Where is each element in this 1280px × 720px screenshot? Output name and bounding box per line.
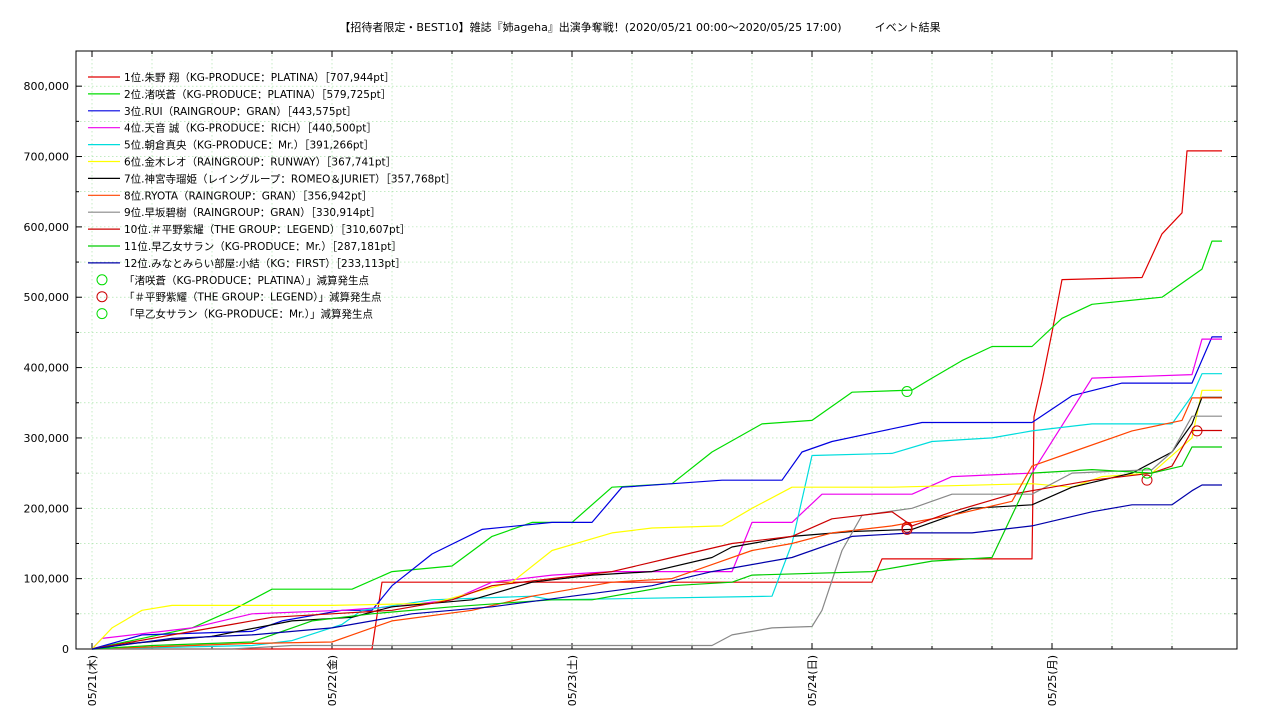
series-line-9 bbox=[92, 415, 1222, 650]
series-line-12 bbox=[91, 484, 1222, 650]
x-tick-label: 05/25(月) bbox=[1046, 655, 1059, 706]
y-tick-label: 0 bbox=[62, 643, 69, 656]
plot-frame bbox=[75, 50, 1238, 650]
legend-label: 2位.渚咲蒼（KG-PRODUCE：PLATINA）［579,725pt］ bbox=[124, 88, 391, 101]
legend-label: 11位.早乙女サラン（KG-PRODUCE：Mr.）［287,181pt］ bbox=[124, 240, 402, 253]
series-line-2 bbox=[91, 240, 1222, 650]
series-line-8 bbox=[91, 397, 1222, 650]
legend-label: 4位.天音 誠（KG-PRODUCE：RICH）［440,500pt］ bbox=[124, 122, 377, 135]
y-tick-label: 800,000 bbox=[24, 80, 70, 93]
legend-marker bbox=[96, 274, 108, 286]
y-tick-label: 500,000 bbox=[24, 291, 70, 304]
y-tick-label: 700,000 bbox=[24, 151, 70, 164]
legend-label: 9位.早坂碧樹（RAINGROUP：GRAN）［330,914pt］ bbox=[124, 206, 381, 219]
legend-marker bbox=[96, 308, 108, 320]
chart-title: 【招待者限定・BEST10】雑誌『姉ageha』出演争奪戦！(2020/05/2… bbox=[339, 21, 941, 34]
y-tick-label: 400,000 bbox=[24, 362, 70, 375]
series-line-4 bbox=[91, 338, 1222, 650]
legend-label: 8位.RYOTA（RAINGROUP：GRAN）［356,942pt］ bbox=[124, 189, 372, 202]
x-tick-label: 05/24(日) bbox=[806, 655, 819, 706]
legend: 1位.朱野 翔（KG-PRODUCE：PLATINA）［707,944pt］ 2位… bbox=[88, 71, 456, 321]
series-line-6 bbox=[91, 389, 1222, 650]
legend-label: 7位.神宮寺瑠姫（レイングループ：ROMEO＆JURIET）［357,768pt… bbox=[124, 172, 456, 185]
legend-label: 「渚咲蒼（KG-PRODUCE：PLATINA）」減算発生点 bbox=[124, 274, 369, 287]
series-line-3 bbox=[91, 336, 1222, 650]
legend-label: 「＃平野紫耀（THE GROUP：LEGEND）」減算発生点 bbox=[124, 291, 381, 304]
legend-label: 「早乙女サラン（KG-PRODUCE：Mr.）」減算発生点 bbox=[124, 308, 373, 321]
x-tick-label: 05/21(木) bbox=[86, 655, 99, 706]
event-marker-1 bbox=[901, 386, 913, 398]
legend-label: 6位.金木レオ（RAINGROUP：RUNWAY）［367,741pt］ bbox=[124, 156, 396, 169]
marker-layer bbox=[901, 386, 1203, 535]
x-tick-label: 05/23(土) bbox=[566, 655, 579, 706]
series-line-1 bbox=[92, 150, 1222, 650]
y-tick-label: 100,000 bbox=[24, 573, 70, 586]
series-line-5 bbox=[91, 373, 1222, 650]
legend-label: 12位.みなとみらい部屋:小結（KG：FIRST）［233,113pt］ bbox=[124, 257, 406, 270]
event-marker-2 bbox=[901, 523, 913, 535]
legend-label: 5位.朝倉真央（KG-PRODUCE：Mr.）［391,266pt］ bbox=[124, 139, 374, 152]
event-marker-2 bbox=[1191, 425, 1203, 437]
legend-marker bbox=[96, 291, 108, 303]
event-marker-2 bbox=[1141, 474, 1153, 486]
y-tick-label: 300,000 bbox=[24, 432, 70, 445]
legend-label: 3位.RUI（RAINGROUP：GRAN）［443,575pt］ bbox=[124, 105, 357, 118]
series-line-7 bbox=[91, 396, 1222, 650]
event-marker-3 bbox=[1141, 467, 1153, 479]
legend-label: 10位.＃平野紫耀（THE GROUP：LEGEND）［310,607pt］ bbox=[124, 223, 410, 236]
legend-label: 1位.朱野 翔（KG-PRODUCE：PLATINA）［707,944pt］ bbox=[124, 71, 395, 84]
x-tick-label: 05/22(金) bbox=[325, 655, 339, 706]
series-line-10 bbox=[91, 429, 1222, 650]
axis-ticks: 0 100,000 200,000 300,000 400,000 500,000 600,… bbox=[24, 50, 1237, 706]
y-tick-label: 600,000 bbox=[24, 221, 70, 234]
y-tick-label: 200,000 bbox=[24, 502, 70, 515]
